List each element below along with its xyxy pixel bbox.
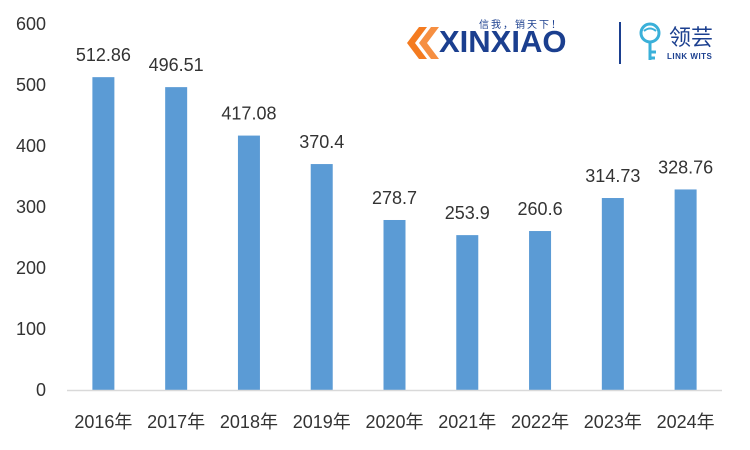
x-tick-label: 2023年 [584,412,642,432]
data-label: 253.9 [445,203,490,223]
bar [456,235,479,390]
data-label: 328.76 [658,157,713,177]
linkwits-key-icon [639,22,661,60]
logo-tagline: 信我，销天下！ [479,20,563,31]
y-tick-label: 300 [16,197,46,217]
bar [674,189,697,390]
bars [92,77,697,391]
bar [529,231,552,390]
xinxiao-logo-mark-icon [407,27,439,59]
data-label: 370.4 [299,132,344,152]
y-tick-label: 200 [16,258,46,278]
x-tick-label: 2021年 [438,412,496,432]
x-tick-label: 2024年 [657,412,715,432]
data-label: 512.86 [76,45,131,65]
brand-logo: 信我，销天下！ XINXIAO 领芸 LINK WITS [405,14,735,74]
y-tick-label: 500 [16,75,46,95]
y-tick-label: 100 [16,319,46,339]
data-label: 260.6 [518,199,563,219]
bar [165,87,188,390]
bar [92,77,115,391]
x-tick-label: 2016年 [74,412,132,432]
bar [601,198,624,390]
data-label: 496.51 [149,55,204,75]
bar [310,164,333,390]
logo-divider [619,22,621,64]
data-label: 278.7 [372,188,417,208]
data-labels: 512.86 496.51 417.08 370.4 278.7 253.9 260.6 31… [76,45,713,223]
logo-brand2-english: LINK WITS [667,52,713,61]
logo-brand2-name: 领芸 [669,26,714,51]
y-tick-label: 0 [36,380,46,400]
bar [237,135,260,390]
x-tick-label: 2019年 [293,412,351,432]
bar [383,219,406,390]
y-tick-label: 600 [16,14,46,34]
x-tick-label: 2018年 [220,412,278,432]
data-label: 314.73 [585,166,640,186]
data-label: 417.08 [221,104,276,124]
x-axis: 2016年 2017年 2018年 2019年 2020年 2021年 2022年 2023年… [67,389,722,432]
y-tick-label: 400 [16,136,46,156]
x-tick-label: 2022年 [511,412,569,432]
x-tick-label: 2017年 [147,412,205,432]
x-tick-label: 2020年 [365,412,423,432]
logo-brand-name: XINXIAO [439,24,567,59]
y-axis: 0 100 200 300 400 500 600 [16,14,46,400]
